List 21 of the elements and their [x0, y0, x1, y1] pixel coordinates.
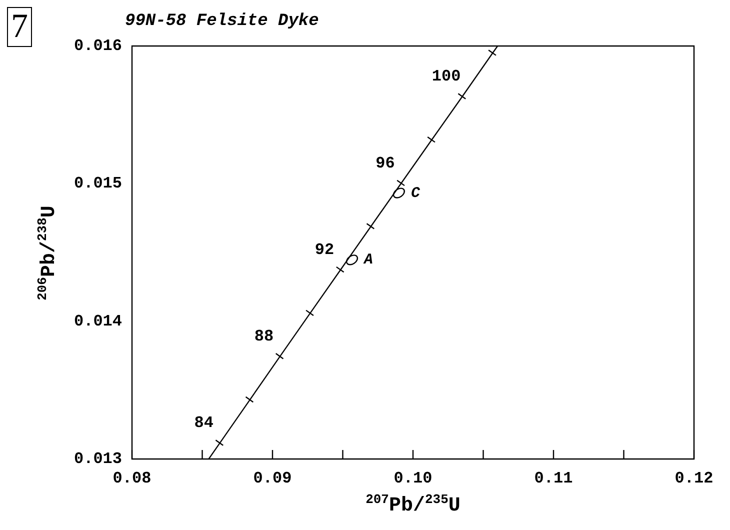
series-label: A — [363, 252, 374, 269]
y-tick-label: 0.013 — [74, 450, 122, 468]
series-label: C — [410, 184, 421, 202]
chart-title: 99N-58 Felsite Dyke — [125, 12, 319, 31]
x-tick-label: 0.08 — [112, 470, 152, 488]
x-tick-label: 0.11 — [534, 470, 573, 488]
y-tick-label: 0.014 — [74, 312, 122, 330]
x-tick-label: 0.10 — [394, 470, 432, 488]
point — [392, 188, 405, 198]
x-tick-label: 0.09 — [253, 470, 292, 488]
point — [346, 254, 358, 266]
text: 7 — [7, 7, 32, 47]
x-tick-label: 0.12 — [674, 470, 714, 488]
annotation: 100 — [432, 68, 461, 86]
annotation: 88 — [254, 327, 274, 346]
y-tick-label: 0.016 — [74, 37, 122, 56]
annotation: 84 — [194, 414, 214, 432]
annotation: 92 — [314, 240, 334, 259]
x-axis-title: $^{207}$Pb/$^{235}$U — [366, 492, 460, 518]
annotation: 96 — [376, 154, 395, 172]
y-tick-label: 0.015 — [74, 174, 122, 193]
